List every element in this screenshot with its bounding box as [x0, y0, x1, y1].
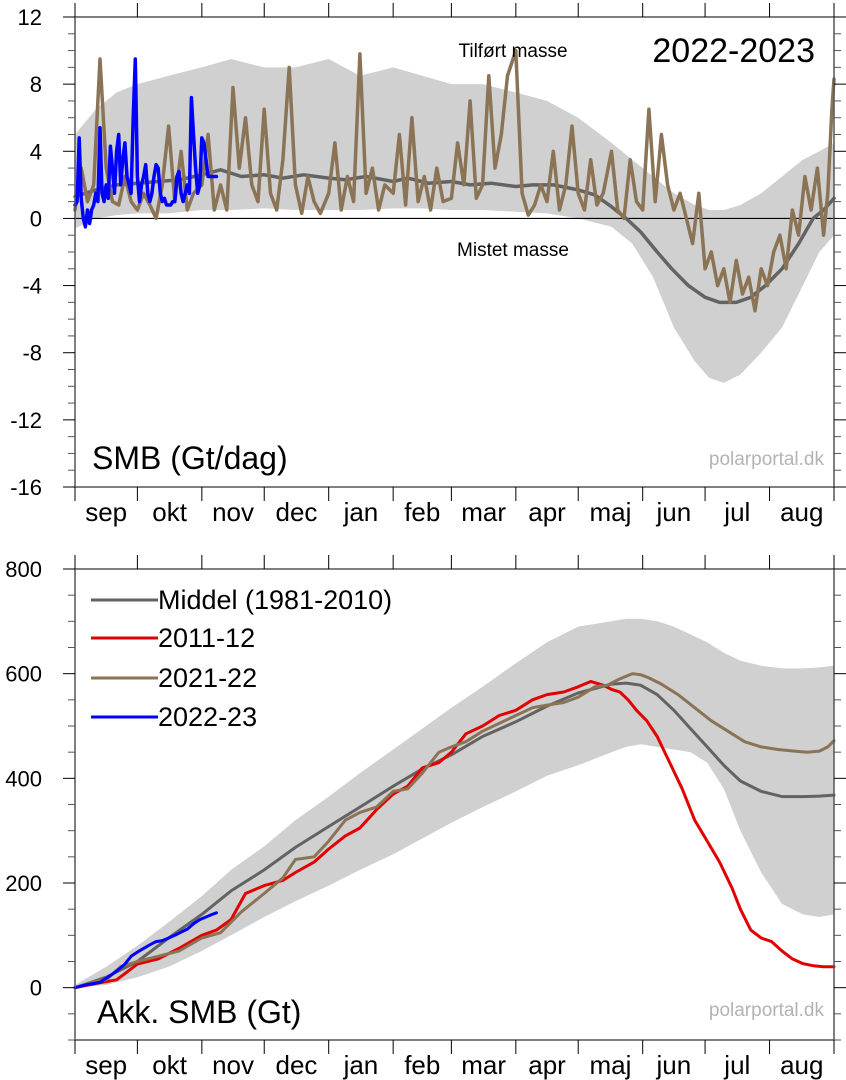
y-tick-label: 200 — [5, 871, 42, 896]
month-label-sep: sep — [85, 497, 127, 527]
month-label-sep: sep — [85, 1050, 127, 1080]
month-label-jul: jul — [723, 497, 750, 527]
month-label-okt: okt — [152, 497, 187, 527]
series-line-2022-23 — [73, 57, 219, 229]
legend-label-2021-22: 2021-22 — [158, 663, 257, 693]
y-tick-label: 800 — [5, 557, 42, 582]
month-label-okt: okt — [152, 1050, 187, 1080]
cumulative-title: Akk. SMB (Gt) — [97, 994, 301, 1030]
month-label-dec: dec — [276, 1050, 318, 1080]
series-line-2021-22 — [73, 48, 836, 313]
month-label-maj: maj — [590, 1050, 632, 1080]
series-line-2022-23 — [73, 911, 218, 990]
daily-watermark: polarportal.dk — [709, 449, 825, 470]
series-line-middel-1981-2010 — [73, 168, 836, 305]
legend-label-middel: Middel (1981-2010) — [158, 585, 392, 615]
month-label-aug: aug — [780, 1050, 823, 1080]
daily-title: SMB (Gt/dag) — [92, 440, 288, 476]
cumulative-axes: 0 200 400 600 800 sep okt nov dec jan feb mar apr maj… — [5, 555, 846, 1080]
range-band — [75, 59, 834, 383]
daily-plot-area — [73, 48, 836, 383]
month-label-apr: apr — [528, 497, 566, 527]
y-tick-label: 4 — [30, 139, 42, 164]
y-tick-label: 0 — [30, 976, 42, 1001]
cumulative-plot-area — [73, 618, 836, 990]
cumulative-smb-panel: 0 200 400 600 800 sep okt nov dec jan feb mar apr maj… — [5, 555, 846, 1080]
y-tick-label: 8 — [30, 72, 42, 97]
legend: Middel (1981-2010) 2011-12 2021-22 2022-… — [91, 585, 392, 732]
month-label-jan: jan — [343, 497, 379, 527]
series-line-2021-22 — [73, 672, 836, 990]
month-label-nov: nov — [212, 1050, 254, 1080]
y-tick-label: 400 — [5, 766, 42, 791]
legend-label-2022-23: 2022-23 — [158, 702, 257, 732]
daily-axes: -16 -12 -8 -4 0 4 8 12 sep okt nov dec jan feb mar apr m… — [10, 3, 846, 527]
daily-smb-panel: -16 -12 -8 -4 0 4 8 12 sep okt nov dec jan feb mar apr m… — [10, 3, 846, 527]
month-label-jun: jun — [656, 497, 692, 527]
y-tick-label: 0 — [30, 206, 42, 231]
y-tick-label: -8 — [22, 341, 42, 366]
y-tick-label: -4 — [22, 274, 42, 299]
range-band — [75, 618, 834, 988]
gain-annotation: Tilført masse — [458, 41, 567, 62]
y-tick-label: 12 — [18, 5, 42, 30]
series-line-2011-12 — [73, 680, 836, 990]
month-label-maj: maj — [590, 497, 632, 527]
y-tick-label: 600 — [5, 662, 42, 687]
cumulative-watermark: polarportal.dk — [709, 1000, 825, 1021]
month-label-feb: feb — [404, 497, 440, 527]
month-label-jan: jan — [343, 1050, 379, 1080]
month-label-mar: mar — [461, 1050, 506, 1080]
season-label: 2022-2023 — [652, 32, 815, 70]
month-label-mar: mar — [461, 497, 506, 527]
y-tick-label: -16 — [10, 475, 42, 500]
month-label-aug: aug — [780, 497, 823, 527]
month-label-nov: nov — [212, 497, 254, 527]
legend-label-2011-12: 2011-12 — [158, 623, 255, 653]
y-tick-label: -12 — [10, 408, 42, 433]
month-label-jun: jun — [656, 1050, 692, 1080]
month-label-jul: jul — [723, 1050, 750, 1080]
month-label-apr: apr — [528, 1050, 566, 1080]
month-label-dec: dec — [276, 497, 318, 527]
month-label-feb: feb — [404, 1050, 440, 1080]
loss-annotation: Mistet masse — [457, 240, 569, 261]
